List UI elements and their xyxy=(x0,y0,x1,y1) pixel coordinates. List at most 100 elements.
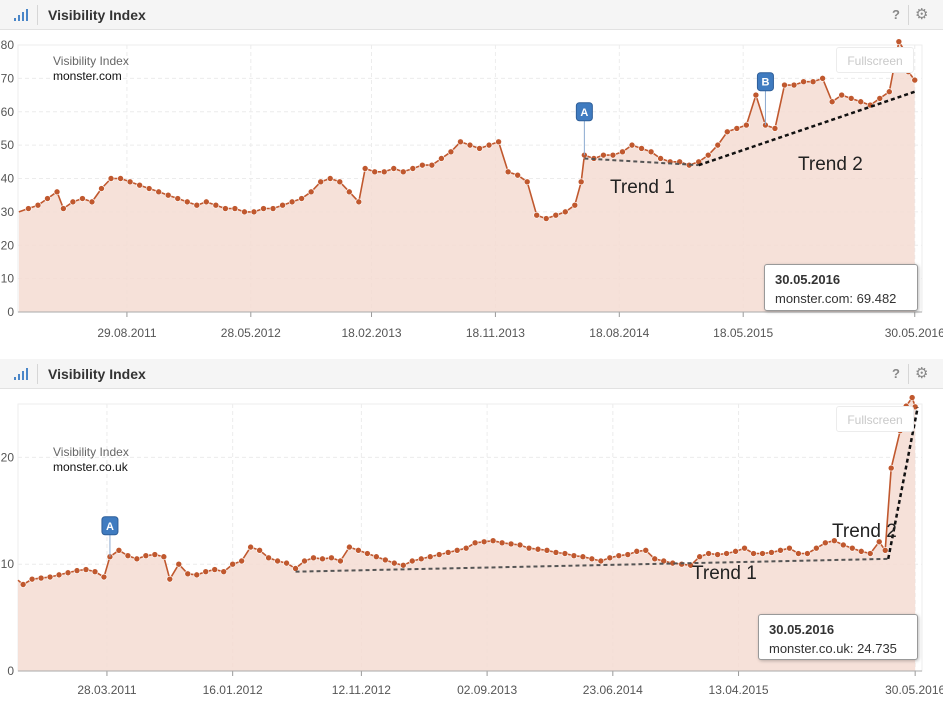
data-point[interactable] xyxy=(283,559,290,567)
data-point[interactable] xyxy=(79,195,86,202)
data-point[interactable] xyxy=(724,128,731,136)
data-point[interactable] xyxy=(489,537,497,545)
data-point[interactable] xyxy=(714,141,722,149)
data-point[interactable] xyxy=(638,145,645,152)
data-point[interactable] xyxy=(543,547,551,554)
data-point[interactable] xyxy=(657,155,664,162)
data-point[interactable] xyxy=(241,208,248,216)
data-point[interactable] xyxy=(91,568,99,575)
data-point[interactable] xyxy=(838,91,845,99)
data-point[interactable] xyxy=(504,168,512,176)
data-point[interactable] xyxy=(615,552,623,559)
data-point[interactable] xyxy=(256,547,263,554)
data-point[interactable] xyxy=(371,168,378,176)
data-point[interactable] xyxy=(288,198,296,206)
data-point[interactable] xyxy=(100,573,108,581)
data-point[interactable] xyxy=(28,575,36,583)
data-point[interactable] xyxy=(229,560,236,568)
data-point[interactable] xyxy=(600,151,607,159)
data-point[interactable] xyxy=(417,555,425,563)
data-point[interactable] xyxy=(696,553,703,561)
data-point[interactable] xyxy=(98,185,105,192)
data-point[interactable] xyxy=(571,201,579,209)
data-point[interactable] xyxy=(142,552,150,559)
data-point[interactable] xyxy=(107,175,115,182)
data-point[interactable] xyxy=(145,185,153,192)
data-point[interactable] xyxy=(151,551,159,558)
data-point[interactable] xyxy=(391,559,398,567)
data-point[interactable] xyxy=(579,553,587,561)
data-point[interactable] xyxy=(409,165,417,172)
data-point[interactable] xyxy=(373,553,380,561)
data-point[interactable] xyxy=(705,550,712,557)
data-point[interactable] xyxy=(310,554,317,562)
data-point[interactable] xyxy=(88,198,96,206)
data-point[interactable] xyxy=(466,141,474,149)
data-point[interactable] xyxy=(714,551,721,558)
data-point[interactable] xyxy=(752,91,760,99)
data-point[interactable] xyxy=(155,188,162,196)
data-point[interactable] xyxy=(382,556,389,564)
data-point[interactable] xyxy=(222,205,229,212)
data-point[interactable] xyxy=(795,550,802,557)
data-point[interactable] xyxy=(642,547,650,554)
data-point[interactable] xyxy=(69,198,77,206)
data-point[interactable] xyxy=(857,548,865,555)
data-point[interactable] xyxy=(876,95,884,102)
data-point[interactable] xyxy=(292,565,299,572)
data-point[interactable] xyxy=(184,570,192,578)
data-point[interactable] xyxy=(800,78,807,86)
data-point[interactable] xyxy=(480,538,488,546)
data-point[interactable] xyxy=(660,557,668,565)
data-point[interactable] xyxy=(175,560,183,568)
data-point[interactable] xyxy=(866,550,874,557)
data-point[interactable] xyxy=(651,555,659,563)
data-point[interactable] xyxy=(552,211,560,219)
data-point[interactable] xyxy=(447,148,455,156)
data-point[interactable] xyxy=(337,557,344,565)
data-point[interactable] xyxy=(542,215,550,222)
data-point[interactable] xyxy=(813,544,820,552)
data-point[interactable] xyxy=(498,539,506,547)
data-point[interactable] xyxy=(732,548,739,555)
data-point[interactable] xyxy=(136,181,143,189)
data-point[interactable] xyxy=(523,178,531,186)
data-point[interactable] xyxy=(462,544,470,552)
data-point[interactable] xyxy=(911,76,919,84)
data-point[interactable] xyxy=(212,201,220,209)
data-point[interactable] xyxy=(848,544,856,552)
data-point[interactable] xyxy=(438,155,445,162)
data-point[interactable] xyxy=(307,188,315,196)
data-point[interactable] xyxy=(471,539,479,547)
data-point[interactable] xyxy=(55,571,63,579)
data-point[interactable] xyxy=(399,561,407,569)
data-point[interactable] xyxy=(453,547,461,554)
data-point[interactable] xyxy=(193,201,201,209)
data-point[interactable] xyxy=(831,537,838,545)
data-point[interactable] xyxy=(364,550,371,557)
event-marker[interactable] xyxy=(101,516,119,536)
data-point[interactable] xyxy=(786,544,793,552)
data-point[interactable] xyxy=(847,95,855,102)
data-point[interactable] xyxy=(269,205,277,212)
data-point[interactable] xyxy=(819,75,826,82)
data-point[interactable] xyxy=(771,125,779,132)
data-point[interactable] xyxy=(886,88,893,96)
data-point[interactable] xyxy=(419,161,426,169)
data-point[interactable] xyxy=(628,141,636,149)
data-point[interactable] xyxy=(444,549,452,556)
data-point[interactable] xyxy=(174,195,182,202)
data-point[interactable] xyxy=(723,550,730,557)
data-point[interactable] xyxy=(355,198,363,206)
data-point[interactable] xyxy=(609,151,617,159)
data-point[interactable] xyxy=(274,557,281,565)
data-point[interactable] xyxy=(777,547,784,554)
data-point[interactable] xyxy=(298,195,305,202)
data-point[interactable] xyxy=(476,145,483,152)
data-point[interactable] xyxy=(647,148,655,156)
data-point[interactable] xyxy=(279,201,286,209)
data-point[interactable] xyxy=(485,141,493,149)
data-point[interactable] xyxy=(355,547,362,554)
data-point[interactable] xyxy=(301,557,308,565)
data-point[interactable] xyxy=(37,574,45,582)
